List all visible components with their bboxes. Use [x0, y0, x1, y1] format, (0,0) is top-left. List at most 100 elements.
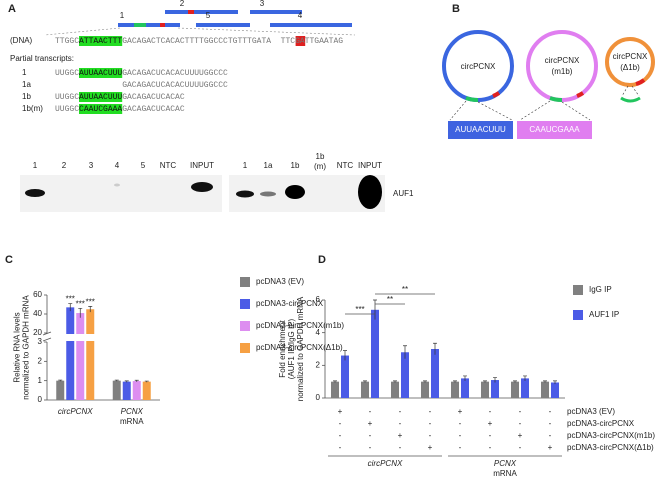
lane-label: 5: [141, 161, 146, 170]
condition-sign: -: [339, 431, 342, 440]
y-tick-label: 0: [38, 395, 43, 404]
condition-sign: -: [459, 419, 462, 428]
seq-box: [448, 121, 513, 139]
seq-part: GACAGACUCACACUUUUGGCCC: [122, 69, 228, 78]
error-bar: [144, 380, 149, 383]
highlight: [295, 36, 306, 46]
band: [285, 185, 305, 199]
seq-part: GACAGACTCACACTTTTGGCCCTGTTTGATA: [122, 37, 271, 46]
transcript-name: 1a: [22, 80, 31, 89]
bar: [76, 313, 85, 400]
condition-sign: -: [519, 443, 522, 452]
condition-sign: -: [459, 443, 462, 452]
dna-sequence: TTGGCATTAACTTTGACAGACTCACACTTTTGGCCCTGTT…: [55, 37, 343, 46]
gel: [20, 175, 222, 212]
significance: ***: [76, 299, 85, 308]
legend-label: IgG IP: [589, 285, 612, 294]
error-bar: [463, 375, 467, 381]
bar: [541, 381, 549, 398]
condition-sign: -: [429, 419, 432, 428]
seq-part: GACAGACUCACAC: [122, 105, 185, 114]
band: [191, 182, 213, 192]
transcript: UUGGCAUUAACUUUGACAGACUCACACUUUUGGCCC: [55, 69, 228, 78]
condition-sign: +: [398, 431, 403, 440]
bar: [431, 349, 439, 398]
band: [114, 183, 120, 187]
error-bar: [373, 299, 377, 320]
significance: **: [402, 285, 408, 294]
bar: [341, 355, 349, 398]
y-tick-label: 20: [33, 328, 42, 337]
y-tick-label: 4: [316, 328, 321, 337]
condition-sign: -: [399, 419, 402, 428]
blot-label: AUF1: [393, 189, 414, 198]
break-mark: [42, 331, 52, 342]
error-bar: [543, 380, 547, 383]
lane-label: INPUT: [358, 161, 382, 170]
significance: ***: [355, 305, 364, 314]
seq-box-label: AUUAACUUU: [455, 125, 506, 134]
circle: [526, 30, 598, 102]
bar: [491, 380, 499, 398]
legend-swatch: [240, 343, 250, 353]
legend-label: pcDNA3 (EV): [256, 277, 304, 286]
legend-swatch: [240, 321, 250, 331]
error-bar: [553, 380, 557, 385]
condition-sign: -: [489, 443, 492, 452]
condition-sign: +: [338, 407, 343, 416]
y-tick-label: 6: [316, 295, 321, 304]
seq-box: [517, 121, 592, 139]
legend-swatch: [573, 285, 583, 295]
x-tick-label: PCNX: [121, 407, 144, 416]
panel-label: B: [452, 3, 460, 15]
condition-sign: -: [339, 443, 342, 452]
bar: [361, 381, 369, 398]
panel-label: A: [8, 3, 16, 15]
y-tick-label: 2: [316, 360, 321, 369]
circle-label: circPCNX: [461, 62, 496, 71]
error-bar: [423, 380, 427, 383]
y-tick-label: 1: [38, 376, 43, 385]
condition-sign: +: [458, 407, 463, 416]
seq-part: GACAGACUCACAC: [122, 93, 185, 102]
lane-label: 3: [89, 161, 94, 170]
highlight: [79, 36, 123, 46]
error-bar: [363, 380, 367, 383]
significance: ***: [86, 298, 95, 307]
seq-part: TTCGATTGAATAG: [281, 37, 344, 46]
y-tick-label: 0: [316, 393, 321, 402]
condition-sign: -: [549, 407, 552, 416]
error-bar: [403, 345, 407, 359]
bar: [391, 381, 399, 398]
lane-label: NTC: [160, 161, 177, 170]
y-tick-label: 40: [33, 309, 42, 318]
dna-label: (DNA): [10, 36, 33, 45]
lane-label: NTC: [337, 161, 354, 170]
lane-label: INPUT: [190, 161, 214, 170]
condition-sign: -: [369, 443, 372, 452]
condition-sign: -: [519, 419, 522, 428]
error-bar: [333, 380, 337, 383]
panel-label: C: [5, 254, 13, 266]
legend-label: pcDNA3-circPCNX(m1b): [256, 321, 344, 330]
bar: [481, 381, 489, 398]
error-bar: [134, 379, 139, 382]
y-axis-title: normalized to GAPDH mRNA: [22, 295, 31, 400]
error-bar: [343, 350, 347, 361]
lane-label: 1b: [291, 161, 300, 170]
panel-b: B circPCNX AUUAACUUU circPCNX (m1b) CAAU…: [442, 3, 655, 139]
circle-label: circPCNX: [613, 52, 648, 61]
seq-part: GACAGACUCACACUUUUGGCCC: [122, 81, 228, 90]
condition-sign: -: [399, 407, 402, 416]
circle: [605, 37, 655, 87]
y-axis-title: (AUF1 IP/IgG IP): [287, 318, 296, 379]
transcript-name: 1: [22, 68, 27, 77]
error-bar: [68, 303, 73, 312]
transcript-name: 1b: [22, 92, 31, 101]
condition-sign: -: [429, 431, 432, 440]
y-tick-label: 60: [33, 290, 42, 299]
transcripts-title: Partial transcripts:: [10, 54, 74, 63]
bar: [401, 352, 409, 398]
